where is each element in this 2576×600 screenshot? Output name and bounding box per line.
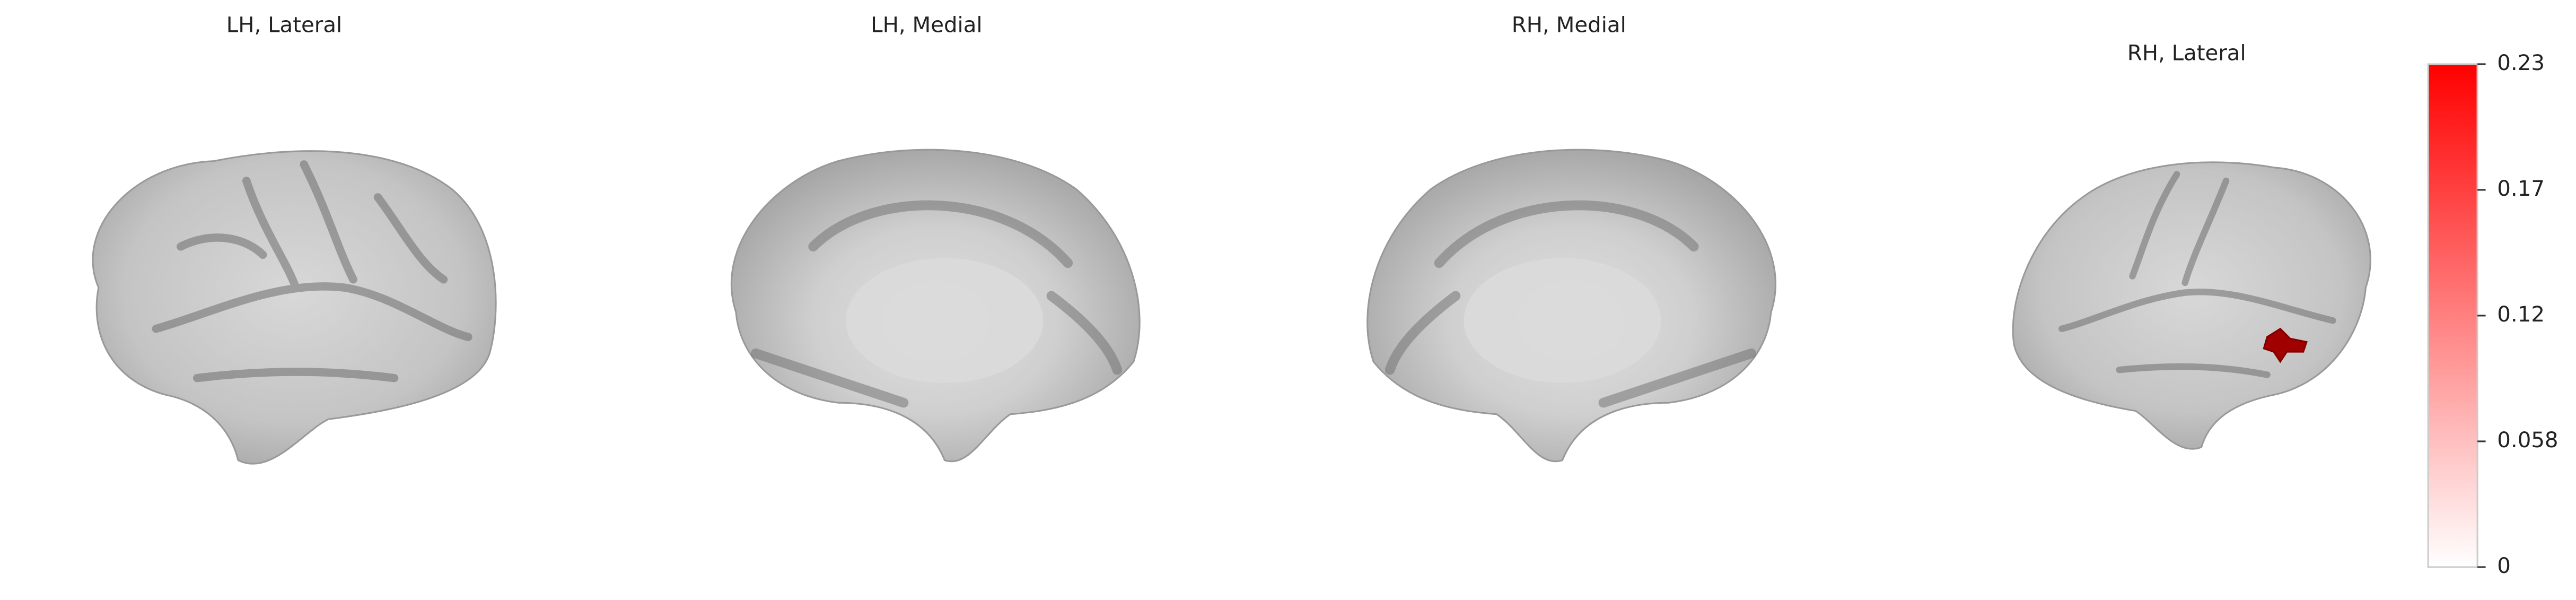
panel-title: LH, Lateral bbox=[226, 13, 342, 38]
colorbar-tick-label: 0.23 bbox=[2497, 51, 2545, 75]
brain-lh-medial bbox=[730, 149, 1141, 463]
panel-title: RH, Medial bbox=[1512, 13, 1626, 38]
brain-rh-medial bbox=[1366, 149, 1776, 463]
colorbar-tick-label: 0.058 bbox=[2497, 428, 2558, 453]
colorbar-tick-label: 0.12 bbox=[2497, 302, 2545, 327]
panel-title: RH, Lateral bbox=[2127, 41, 2246, 65]
colorbar bbox=[2427, 63, 2478, 568]
brain-lh-lateral bbox=[92, 150, 497, 465]
brain-rh-lateral bbox=[2012, 161, 2371, 450]
panel-title: LH, Medial bbox=[871, 13, 982, 38]
colorbar-tick-label: 0 bbox=[2497, 554, 2511, 578]
colorbar-tick-label: 0.17 bbox=[2497, 177, 2545, 201]
